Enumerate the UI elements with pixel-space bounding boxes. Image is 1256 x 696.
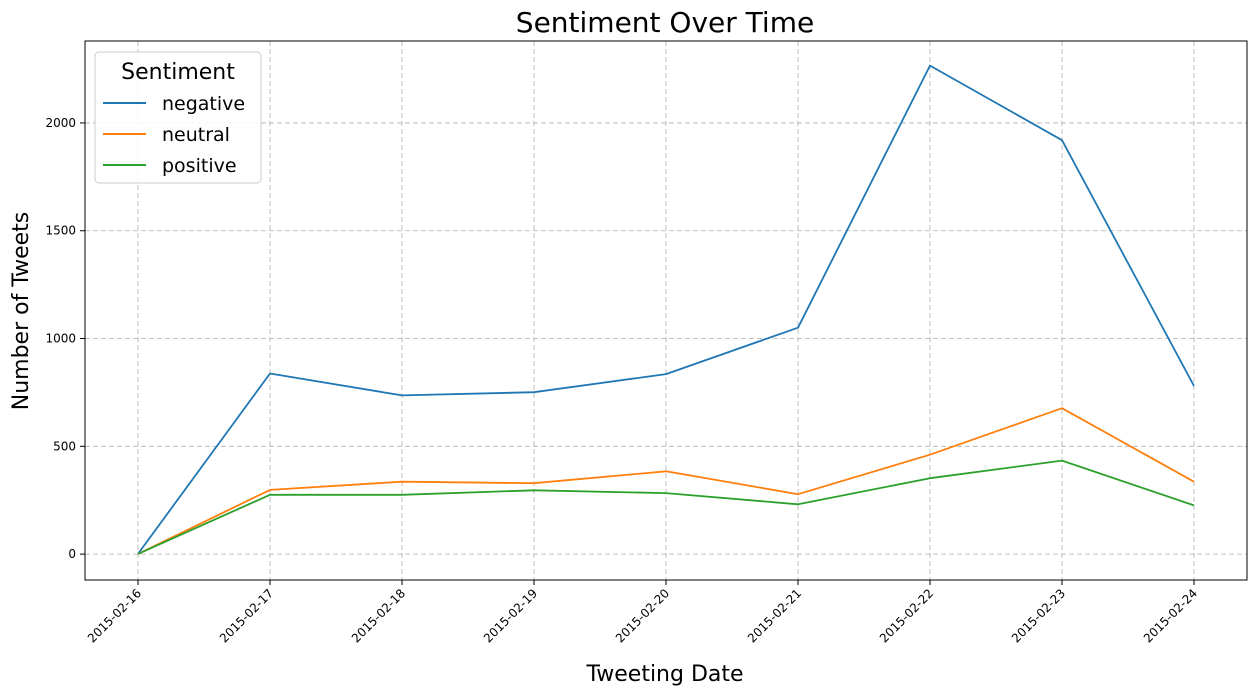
x-axis: 2015-02-16 2015-02-17 2015-02-18 2015-02-19… bbox=[85, 580, 1200, 645]
x-tick-label: 2015-02-23 bbox=[1009, 586, 1068, 645]
y-tick-label: 0 bbox=[68, 547, 76, 561]
y-tick-label: 1500 bbox=[45, 224, 76, 238]
x-tick-label: 2015-02-22 bbox=[877, 586, 936, 645]
legend-title: Sentiment bbox=[121, 60, 235, 85]
x-tick-label: 2015-02-20 bbox=[613, 586, 672, 645]
series-line-neutral bbox=[137, 407, 1195, 555]
series-line-negative bbox=[137, 64, 1195, 555]
x-axis-title: Tweeting Date bbox=[585, 662, 743, 687]
series-lines bbox=[137, 64, 1195, 555]
x-tick-label: 2015-02-24 bbox=[1141, 586, 1200, 645]
y-tick-label: 500 bbox=[53, 439, 76, 453]
y-axis: 0 500 1000 1500 2000 bbox=[45, 116, 85, 561]
legend-label-negative: negative bbox=[162, 93, 245, 115]
x-tick-label: 2015-02-19 bbox=[481, 586, 540, 645]
x-tick-label: 2015-02-17 bbox=[217, 586, 276, 645]
legend-label-neutral: neutral bbox=[162, 124, 230, 146]
chart-title: Sentiment Over Time bbox=[516, 6, 814, 39]
y-tick-label: 1000 bbox=[45, 332, 76, 346]
legend-label-positive: positive bbox=[162, 155, 237, 177]
x-tick-label: 2015-02-18 bbox=[349, 586, 408, 645]
y-tick-label: 2000 bbox=[45, 116, 76, 130]
x-tick-label: 2015-02-21 bbox=[745, 586, 804, 645]
x-tick-label: 2015-02-16 bbox=[85, 586, 144, 645]
legend: Sentiment negative neutral positive bbox=[94, 51, 262, 184]
series-line-positive bbox=[137, 459, 1195, 555]
legend-box bbox=[94, 51, 262, 184]
y-axis-title: Number of Tweets bbox=[9, 212, 34, 411]
